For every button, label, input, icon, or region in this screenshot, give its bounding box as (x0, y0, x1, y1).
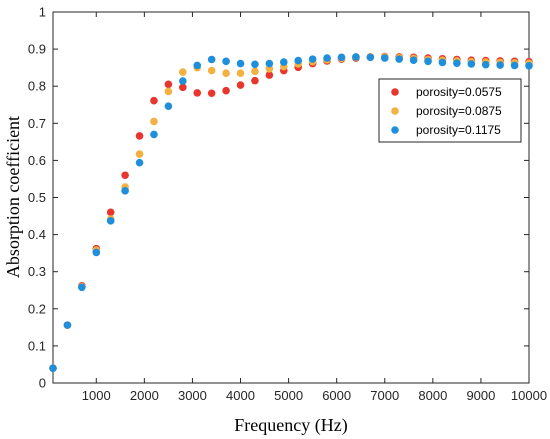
legend: porosity=0.0575 porosity=0.0875 porosity… (378, 78, 522, 143)
y-tick-label: 0.4 (28, 227, 46, 242)
legend-marker-0 (391, 88, 399, 96)
legend-label-1: porosity=0.0875 (416, 104, 502, 118)
legend-box (378, 78, 522, 143)
y-axis-label: Absorption coefficient (3, 116, 23, 278)
data-point-series-2 (510, 61, 519, 70)
y-tick-label: 0.2 (28, 301, 46, 316)
y-tick-label: 0.7 (28, 116, 46, 131)
data-point-series-0 (135, 132, 144, 140)
plot-area (52, 11, 530, 384)
x-tick-label: 1000 (82, 388, 111, 403)
data-point-series-2 (366, 53, 375, 62)
data-point-series-2 (164, 102, 173, 111)
data-point-series-2 (352, 53, 360, 61)
y-tick-label: 0.9 (28, 42, 46, 57)
data-point-series-0 (164, 80, 173, 89)
data-point-series-1 (179, 68, 187, 76)
x-tick-label: 4000 (226, 388, 255, 403)
data-point-series-0 (222, 86, 230, 95)
data-point-series-2 (424, 57, 432, 66)
data-point-series-2 (49, 364, 57, 372)
data-point-series-2 (525, 61, 533, 70)
data-point-series-1 (135, 150, 144, 158)
data-point-series-1 (207, 66, 216, 75)
x-tick-label: 2000 (130, 388, 159, 403)
y-tick-label: 0.1 (28, 338, 46, 353)
y-tick-label: 0 (39, 376, 46, 391)
data-point-series-2 (121, 187, 129, 195)
y-tick-label: 0.3 (28, 264, 46, 279)
data-point-series-2 (78, 283, 86, 292)
data-point-series-0 (236, 81, 245, 89)
data-point-series-2 (179, 77, 187, 85)
data-point-series-0 (207, 89, 216, 98)
data-point-series-2 (294, 56, 303, 65)
data-point-series-2 (409, 56, 418, 65)
x-tick-label: 9000 (466, 388, 495, 403)
data-point-series-0 (193, 89, 202, 97)
data-point-series-1 (150, 117, 158, 126)
data-point-series-2 (135, 158, 144, 167)
x-tick-label: 6000 (322, 388, 351, 403)
data-point-series-0 (121, 171, 129, 180)
x-axis-label: Frequency (Hz) (234, 415, 347, 436)
legend-label-2: porosity=0.1175 (416, 123, 501, 137)
data-point-series-2 (222, 57, 230, 66)
data-points (49, 52, 533, 372)
data-point-series-1 (222, 69, 230, 78)
data-point-series-0 (179, 83, 187, 92)
data-point-series-2 (380, 54, 389, 62)
data-point-series-0 (150, 96, 158, 105)
data-point-series-0 (106, 208, 115, 217)
legend-marker-2 (391, 126, 399, 134)
data-point-series-2 (251, 60, 259, 69)
data-point-series-2 (63, 321, 72, 329)
y-tick-label: 0.5 (28, 190, 46, 205)
data-point-series-2 (337, 53, 346, 62)
data-point-series-2 (438, 58, 447, 67)
data-point-series-2 (308, 55, 317, 63)
legend-label-0: porosity=0.0575 (416, 85, 502, 99)
data-point-series-1 (236, 69, 245, 78)
data-point-series-1 (265, 64, 274, 73)
data-point-series-1 (251, 67, 259, 76)
data-point-series-2 (265, 59, 274, 68)
x-tick-label: 3000 (178, 388, 207, 403)
y-tick-label: 0.8 (28, 79, 46, 94)
data-point-series-2 (453, 59, 461, 67)
axis-ticks: 1000 2000 3000 4000 5000 6000 7000 8000 9000 1000… (28, 5, 547, 404)
data-point-series-0 (251, 76, 259, 85)
legend-marker-1 (391, 107, 399, 115)
data-point-series-2 (193, 61, 202, 70)
data-point-series-0 (265, 71, 274, 79)
data-point-series-2 (467, 60, 476, 68)
data-point-series-2 (395, 55, 403, 63)
data-point-series-2 (236, 59, 245, 68)
data-point-series-2 (92, 248, 101, 257)
data-point-series-2 (279, 58, 288, 66)
x-tick-label: 5000 (274, 388, 303, 403)
y-tick-label: 0.6 (28, 153, 46, 168)
x-tick-label: 7000 (370, 388, 399, 403)
data-point-series-1 (164, 87, 173, 96)
x-tick-label: 8000 (418, 388, 447, 403)
data-point-series-2 (496, 61, 504, 69)
data-point-series-2 (207, 55, 216, 64)
data-point-series-2 (481, 60, 490, 69)
data-point-series-2 (150, 130, 158, 139)
data-point-series-2 (106, 217, 115, 225)
y-tick-label: 1 (39, 5, 46, 20)
data-point-series-2 (323, 54, 331, 62)
x-tick-label: 10000 (511, 388, 547, 403)
